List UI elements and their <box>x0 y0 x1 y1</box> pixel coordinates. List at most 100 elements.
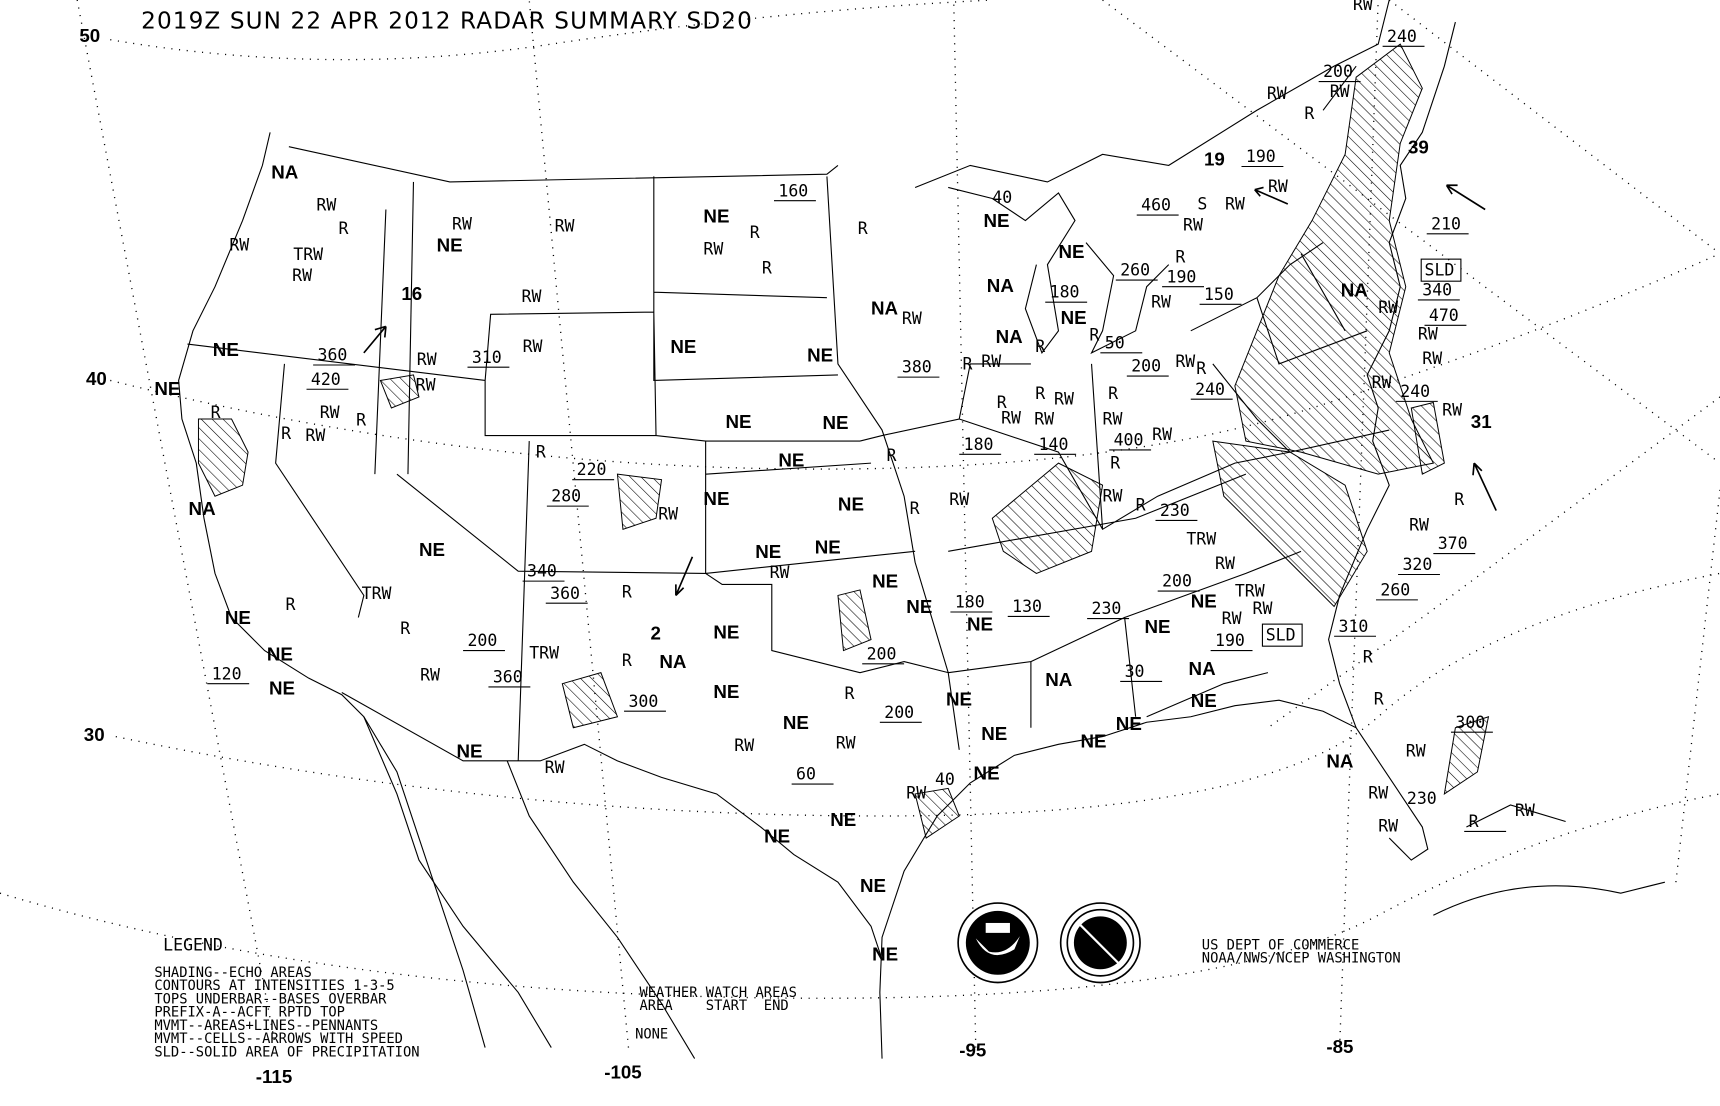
state-borders <box>187 65 1390 761</box>
arrow-icon <box>1472 462 1497 511</box>
precip-type-label: RW <box>703 240 723 259</box>
region-status-label: NE <box>906 596 932 617</box>
echo-top-label: 200 <box>867 644 897 663</box>
echo-top-label: 200 <box>1323 62 1353 81</box>
echo-top-label: 200 <box>1162 572 1192 591</box>
echo-top-label: 310 <box>1339 617 1369 636</box>
echo-top-label: 400 <box>1114 430 1144 449</box>
precip-type-label: RW <box>1183 215 1203 234</box>
longitude-label: -115 <box>256 1066 292 1087</box>
region-status-label: 19 <box>1204 148 1225 169</box>
region-status-label: NE <box>1061 307 1087 328</box>
precip-type-label: RW <box>1215 554 1235 573</box>
echo-area-texas <box>914 787 960 839</box>
gulf-of-california <box>363 716 696 1059</box>
region-status-label: 2 <box>651 623 661 644</box>
region-status-label: NA <box>987 275 1015 296</box>
precip-type-label: R <box>400 619 410 638</box>
mexico-border <box>341 692 883 960</box>
meridian-75 <box>1675 484 1720 883</box>
movement-arrows <box>363 184 1497 597</box>
echo-top-label: 360 <box>550 584 580 603</box>
precip-type-label: TRW <box>1186 530 1216 549</box>
meridian-diag-1 <box>1102 0 1720 464</box>
boundaries <box>178 0 1666 1059</box>
meridian-95 <box>953 0 977 1048</box>
region-status-label: NA <box>189 498 217 519</box>
region-status-label: NE <box>823 412 849 433</box>
precip-type-label: R <box>910 499 920 518</box>
region-status-label: NE <box>269 678 295 699</box>
region-status-label: NE <box>983 210 1009 231</box>
precip-type-label: RW <box>1152 425 1172 444</box>
echo-top-label: 360 <box>493 668 523 687</box>
precip-type-label: RW <box>902 309 922 328</box>
precip-type-label: RW <box>1378 298 1398 317</box>
region-status-label: NE <box>1081 731 1107 752</box>
echo-top-label: 190 <box>1246 147 1276 166</box>
precip-type-label: R <box>963 354 973 373</box>
region-status-label: NE <box>967 614 993 635</box>
echo-areas <box>197 43 1490 839</box>
precip-type-label: RW <box>1330 82 1350 101</box>
latitude-line-40 <box>110 253 1720 470</box>
precip-type-label: RW <box>1368 783 1388 802</box>
meridian-105 <box>528 0 630 1048</box>
gulf-coast <box>879 699 1429 1059</box>
echo-top-label: 180 <box>964 435 994 454</box>
region-status-label: NE <box>725 411 751 432</box>
echo-area-california <box>197 418 249 497</box>
region-status-label: NE <box>1144 616 1170 637</box>
precip-type-label: RW <box>1001 408 1021 427</box>
precip-type-label: TRW <box>1235 582 1265 601</box>
region-status-label: NE <box>860 875 886 896</box>
echo-area-ohio-valley <box>991 462 1104 574</box>
echo-top-label: 150 <box>1204 285 1234 304</box>
precip-type-label: S <box>1197 195 1207 214</box>
precip-type-label: R <box>356 411 366 430</box>
region-status-label: NE <box>225 607 251 628</box>
echo-top-label: 370 <box>1438 534 1468 553</box>
cuba <box>1433 804 1666 916</box>
precip-type-label: R <box>858 219 868 238</box>
echo-top-label: 380 <box>902 358 932 377</box>
precip-type-label: RW <box>1353 0 1373 14</box>
precip-type-label: R <box>1110 454 1120 473</box>
precip-type-label: R <box>622 651 632 670</box>
legend: LEGEND SHADING--ECHO AREAS CONTOURS AT I… <box>154 936 419 1061</box>
region-status-label: NE <box>267 644 293 665</box>
echo-area-florida <box>1443 716 1490 795</box>
region-status-label: NA <box>659 651 687 672</box>
region-status-label: NE <box>830 809 856 830</box>
region-status-label: NE <box>764 825 790 846</box>
echo-top-label: 210 <box>1431 214 1461 233</box>
precip-type-label: TRW <box>362 584 392 603</box>
precip-type-label: RW <box>1175 352 1195 371</box>
region-status-label: NE <box>946 689 972 710</box>
region-status-label: NE <box>456 741 482 762</box>
region-status-label: NE <box>783 712 809 733</box>
echo-area-colorado <box>616 473 663 530</box>
echo-top-label: 180 <box>1050 283 1080 302</box>
precip-type-label: RW <box>906 783 926 802</box>
precip-type-label: RW <box>1515 801 1535 820</box>
longitude-label: -105 <box>604 1061 641 1082</box>
west-coast <box>178 132 486 1048</box>
longitude-label: -95 <box>959 1039 986 1060</box>
region-status-label: NE <box>872 571 898 592</box>
precip-type-label: R <box>211 403 221 422</box>
legend-line: SHADING--ECHO AREAS <box>154 965 311 981</box>
echo-top-label: 200 <box>1131 357 1161 376</box>
echo-area-atlantic <box>1410 401 1445 475</box>
solid-precip-label: SLD <box>1266 626 1296 645</box>
precip-type-label: RW <box>555 217 575 236</box>
precip-type-label: RW <box>1422 349 1442 368</box>
precip-type-label: R <box>1454 490 1464 509</box>
precip-type-label: R <box>536 443 546 462</box>
region-status-label: NA <box>1189 658 1217 679</box>
precip-type-label: RW <box>658 504 678 523</box>
echo-top-label: 240 <box>1400 382 1430 401</box>
precip-type-label: RW <box>1034 410 1054 429</box>
precip-type-label: RW <box>316 196 336 215</box>
